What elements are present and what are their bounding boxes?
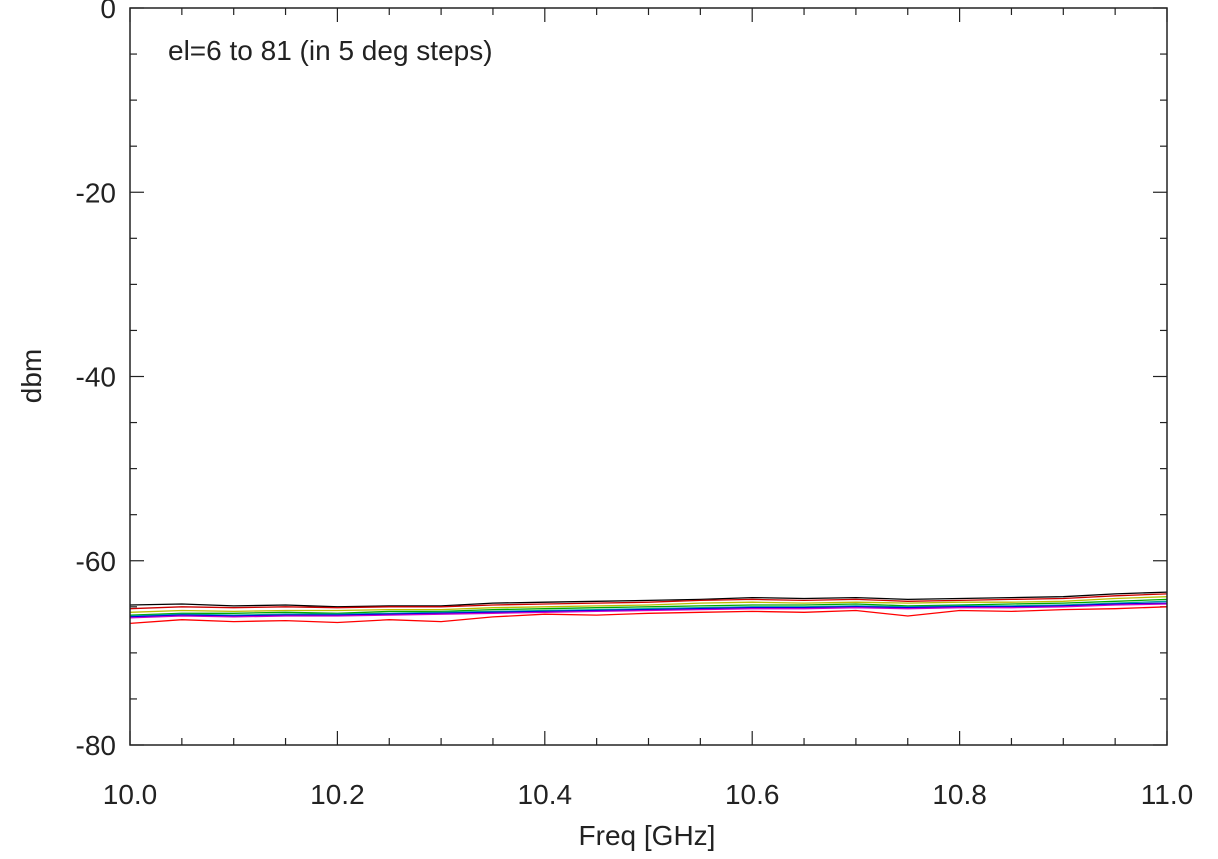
- series-line-4: [129, 598, 1168, 616]
- y-tick-label: -80: [76, 730, 116, 761]
- y-tick-labels: 0 -20 -40 -60 -80: [76, 0, 116, 761]
- minor-ticks: [130, 8, 1167, 745]
- plot-frame: [129, 7, 1168, 746]
- y-tick-label: -20: [76, 177, 116, 208]
- series-line-1: [129, 591, 1168, 608]
- major-ticks: [129, 7, 1168, 746]
- series-line-7: [129, 603, 1168, 619]
- series-line-3: [129, 596, 1168, 613]
- series-line-8: [129, 606, 1168, 625]
- x-tick-label: 10.2: [310, 779, 365, 810]
- series-line-5: [129, 600, 1168, 617]
- series-line-6: [129, 602, 1168, 618]
- y-tick-label: 0: [100, 0, 116, 24]
- y-tick-label: -40: [76, 362, 116, 393]
- x-tick-label: 10.8: [932, 779, 987, 810]
- y-axis-label: dbm: [16, 349, 47, 403]
- x-axis-label: Freq [GHz]: [579, 820, 716, 851]
- x-tick-label: 10.4: [518, 779, 573, 810]
- x-tick-label: 10.0: [103, 779, 158, 810]
- chart-annotation: el=6 to 81 (in 5 deg steps): [168, 35, 493, 66]
- y-tick-label: -60: [76, 546, 116, 577]
- x-tick-label: 11.0: [1141, 779, 1193, 810]
- series-lines: [129, 591, 1168, 625]
- x-tick-label: 10.6: [725, 779, 780, 810]
- x-tick-labels: 10.0 10.2 10.4 10.6 10.8 11.0: [103, 779, 1193, 810]
- series-line-2: [129, 593, 1168, 610]
